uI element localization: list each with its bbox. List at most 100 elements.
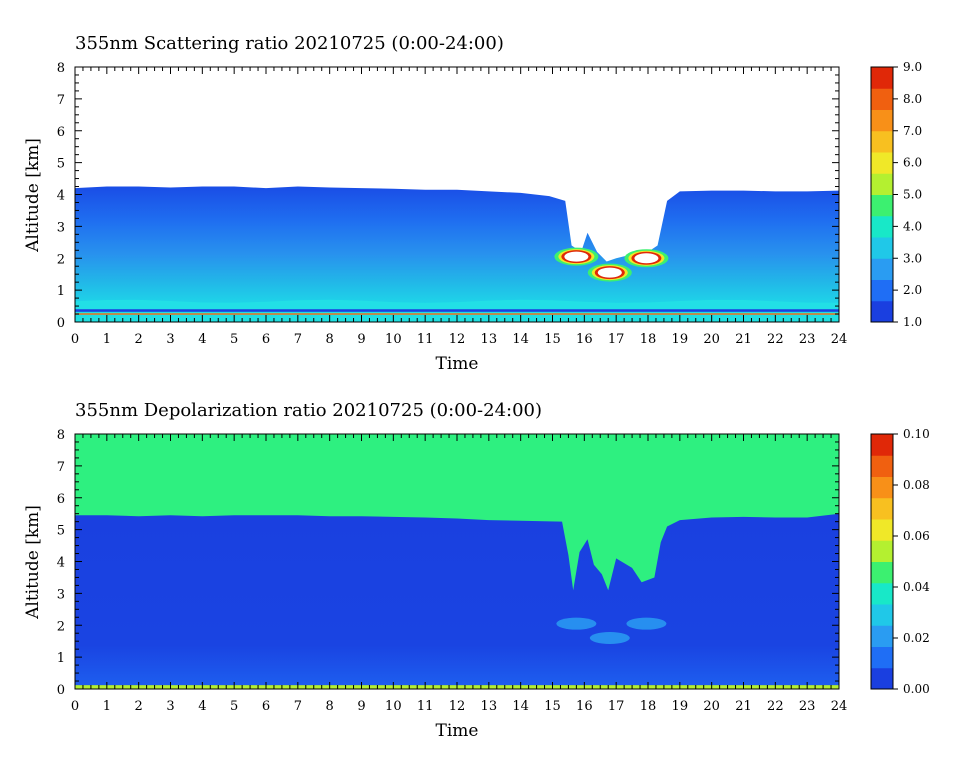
depolarization-y-label: Altitude [km]	[23, 505, 43, 620]
colorbar-tick-label: 6.0	[903, 156, 922, 170]
y-tick-label: 6	[57, 125, 65, 140]
y-tick-label: 0	[57, 316, 65, 331]
x-tick-label: 7	[294, 699, 302, 714]
x-tick-label: 9	[357, 699, 365, 714]
scattering-aerosol-layer	[75, 186, 839, 322]
colorbar-segment	[871, 215, 893, 238]
x-tick-label: 12	[449, 699, 466, 714]
x-tick-label: 20	[703, 699, 720, 714]
colorbar-tick-label: 0.04	[903, 580, 930, 594]
x-tick-label: 3	[166, 332, 174, 347]
colorbar-tick-label: 0.08	[903, 478, 930, 492]
x-tick-label: 15	[544, 332, 561, 347]
scattering-x-axis: 0 1 2 3 4 5 6 7 8 9 10 11 12 13 14 15 16 17 18 19 20 21 22 23 24	[71, 67, 847, 347]
x-tick-label: 11	[417, 332, 434, 347]
colorbar-segment	[871, 540, 893, 562]
x-tick-label: 6	[262, 699, 270, 714]
x-tick-label: 3	[166, 699, 174, 714]
x-tick-label: 18	[640, 332, 657, 347]
x-tick-label: 0	[71, 699, 79, 714]
y-tick-label: 5	[57, 524, 65, 539]
scattering-heatmap	[75, 186, 839, 322]
depolarization-panel: 355nm Depolarization ratio 20210725 (0:0…	[23, 400, 930, 741]
depolarization-cloud-trace	[589, 632, 630, 644]
y-tick-label: 4	[57, 189, 65, 204]
x-tick-label: 5	[230, 699, 238, 714]
colorbar-segment	[871, 173, 893, 195]
cloud-contour	[597, 267, 622, 278]
colorbar-segment	[871, 109, 893, 132]
colorbar-segment	[871, 67, 893, 89]
x-tick-label: 11	[417, 699, 434, 714]
x-tick-label: 14	[512, 332, 529, 347]
colorbar-segment	[871, 434, 893, 456]
x-tick-label: 17	[608, 332, 625, 347]
x-tick-label: 6	[262, 332, 270, 347]
scattering-y-axis: 0 1 2 3 4 5 6 7 8	[57, 61, 839, 331]
scattering-x-label: Time	[436, 354, 479, 374]
x-tick-label: 5	[230, 332, 238, 347]
y-tick-label: 3	[57, 587, 65, 602]
colorbar-segment	[871, 582, 893, 605]
x-tick-label: 13	[481, 699, 498, 714]
colorbar-segment	[871, 88, 893, 110]
colorbar-segment	[871, 455, 893, 477]
depolarization-cloud-trace	[626, 617, 667, 630]
depolarization-x-axis: 0 1 2 3 4 5 6 7 8 9 10 11 12 13 14 15 16 17 18 19 20 21 22 23 24	[71, 434, 847, 714]
colorbar-segment	[871, 237, 893, 259]
x-tick-label: 8	[326, 699, 334, 714]
x-tick-label: 4	[198, 332, 206, 347]
colorbar-tick-label: 0.10	[903, 427, 930, 441]
x-tick-label: 18	[640, 699, 657, 714]
x-tick-label: 10	[385, 332, 402, 347]
colorbar-tick-label: 4.0	[903, 219, 922, 233]
x-tick-label: 19	[672, 332, 689, 347]
scattering-title: 355nm Scattering ratio 20210725 (0:00-24…	[75, 33, 504, 54]
colorbar-segment	[871, 194, 893, 217]
cloud-contour	[564, 251, 589, 262]
colorbar-segment	[871, 646, 893, 669]
x-tick-label: 20	[703, 332, 720, 347]
x-tick-label: 16	[576, 332, 593, 347]
colorbar-tick-label: 8.0	[903, 92, 922, 106]
colorbar-tick-label: 0.06	[903, 529, 930, 543]
colorbar-segment	[871, 300, 893, 323]
colorbar-segment	[871, 561, 893, 584]
colorbar-segment	[871, 497, 893, 520]
x-tick-label: 4	[198, 699, 206, 714]
x-tick-label: 0	[71, 332, 79, 347]
colorbar-tick-label: 1.0	[903, 315, 922, 329]
cloud-contour	[634, 253, 659, 264]
y-tick-label: 1	[57, 284, 65, 299]
colorbar-frame	[870, 433, 894, 690]
scattering-boundary-layer	[75, 299, 839, 311]
x-tick-label: 10	[385, 699, 402, 714]
colorbar-tick-label: 3.0	[903, 251, 922, 265]
y-tick-label: 3	[57, 220, 65, 235]
x-tick-label: 15	[544, 699, 561, 714]
x-tick-label: 22	[767, 699, 784, 714]
y-tick-label: 0	[57, 683, 65, 698]
x-tick-label: 24	[831, 332, 848, 347]
x-tick-label: 12	[449, 332, 466, 347]
y-tick-label: 4	[57, 556, 65, 571]
x-tick-label: 16	[576, 699, 593, 714]
scattering-clouds	[554, 247, 669, 282]
y-tick-label: 8	[57, 61, 65, 76]
x-tick-label: 21	[735, 332, 752, 347]
y-tick-label: 2	[57, 252, 65, 267]
colorbar-segment	[871, 667, 893, 690]
colorbar-segment	[871, 258, 893, 280]
depolarization-heatmap	[75, 434, 839, 689]
depolarization-colorbar: 0.00 0.02 0.04 0.06 0.08 0.10	[870, 427, 930, 696]
colorbar-segment	[871, 625, 893, 647]
x-tick-label: 14	[512, 699, 529, 714]
scattering-colorbar: 1.0 2.0 3.0 4.0 5.0 6.0 7.0 8.0 9.0	[870, 60, 922, 329]
colorbar-tick-label: 2.0	[903, 283, 922, 297]
x-tick-label: 13	[481, 332, 498, 347]
scattering-panel: 355nm Scattering ratio 20210725 (0:00-24…	[23, 33, 922, 374]
y-tick-label: 8	[57, 428, 65, 443]
depolarization-cloud-traces	[556, 617, 667, 644]
depolarization-x-label: Time	[436, 721, 479, 741]
